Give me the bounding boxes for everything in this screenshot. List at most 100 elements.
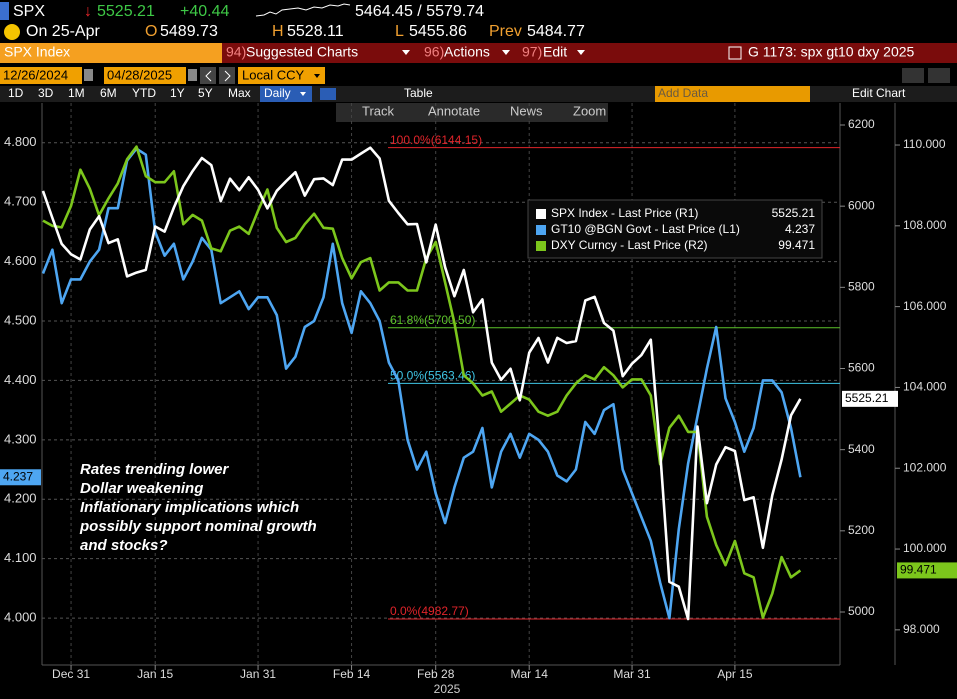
- period-button[interactable]: Max: [228, 86, 251, 100]
- legend-value: 5525.21: [772, 206, 816, 220]
- calendar-icon[interactable]: [84, 69, 93, 81]
- low-label: L: [395, 23, 404, 40]
- calendar-icon[interactable]: [188, 69, 197, 81]
- x-tick-label: Feb 14: [333, 667, 371, 681]
- high-value: 5528.11: [287, 23, 344, 40]
- last-value-box: [842, 390, 898, 407]
- tool-button[interactable]: News: [510, 103, 543, 118]
- menu-key: 96): [424, 44, 444, 60]
- dropdown-icon: [402, 50, 410, 55]
- menu-key: 94): [226, 44, 246, 60]
- annotation: possibly support nominal growth: [79, 518, 317, 535]
- retracement-label: 0.0%(4982.77): [390, 604, 469, 618]
- legend: [527, 199, 823, 259]
- currency: Local CCY: [242, 67, 304, 82]
- prev-value: 5484.77: [527, 23, 585, 40]
- y2-tick-label: 5800: [848, 280, 875, 294]
- last-value-box: [897, 562, 957, 579]
- legend-swatch: [536, 209, 546, 219]
- y-tick-label: 4.200: [4, 491, 37, 506]
- menu-button[interactable]: 97) Edit: [522, 44, 585, 60]
- legend-label: SPX Index - Last Price (R1): [551, 206, 698, 220]
- end-date: 04/28/2025: [107, 67, 172, 82]
- add-data-field[interactable]: [655, 86, 810, 102]
- line-icon[interactable]: [320, 88, 336, 100]
- y3-tick-label: 102.000: [903, 460, 947, 474]
- y-tick-label: 4.500: [4, 312, 37, 327]
- direction-arrow: ↓: [84, 3, 92, 20]
- period-button[interactable]: 6M: [100, 86, 117, 100]
- period-button[interactable]: 3D: [38, 86, 54, 100]
- last-value-label: 4.237: [3, 469, 33, 483]
- series-line: [41, 147, 802, 620]
- y-tick-label: 4.100: [4, 550, 37, 565]
- period-button[interactable]: 1D: [8, 86, 24, 100]
- redo-button[interactable]: [928, 68, 950, 83]
- retracement-label: 100.0%(6144.15): [390, 133, 482, 147]
- y3-tick-label: 106.000: [903, 299, 947, 313]
- next-button[interactable]: [219, 67, 235, 84]
- period-button[interactable]: 5Y: [198, 86, 213, 100]
- date-field[interactable]: [104, 67, 186, 84]
- retracement-label: 61.8%(5700.50): [390, 313, 475, 327]
- annotation: and stocks?: [80, 537, 168, 554]
- y3-tick-label: 100.000: [903, 541, 947, 555]
- menu-label: Actions: [444, 44, 490, 60]
- menu-button[interactable]: 96) Actions: [424, 44, 510, 60]
- period-button[interactable]: YTD: [132, 86, 156, 100]
- y3-tick-label: 98.000: [903, 622, 940, 636]
- start-date: 12/26/2024: [3, 67, 68, 82]
- tool-button[interactable]: Track: [362, 103, 395, 118]
- annotation: Rates trending lower: [80, 461, 230, 478]
- tool-button[interactable]: Annotate: [428, 103, 480, 118]
- y2-tick-label: 5000: [848, 604, 875, 618]
- x-tick-label: Apr 15: [717, 667, 753, 681]
- menu-bar: [0, 43, 957, 63]
- y-tick-label: 4.600: [4, 253, 37, 268]
- tool-button[interactable]: Zoom: [573, 103, 606, 118]
- y2-tick-label: 5200: [848, 523, 875, 537]
- x-tick-label: Mar 31: [613, 667, 651, 681]
- currency-field[interactable]: [238, 67, 325, 84]
- last-value-box: [0, 469, 41, 486]
- legend-label: DXY Curncy - Last Price (R2): [551, 238, 708, 252]
- frequency: Daily: [264, 86, 291, 100]
- y3-tick-label: 110.000: [903, 137, 946, 151]
- x-tick-label: Mar 14: [511, 667, 549, 681]
- security-field[interactable]: [0, 43, 222, 63]
- last-value-label: 5525.21: [845, 391, 889, 405]
- series-line: [41, 146, 802, 621]
- ticker-marker: [0, 2, 9, 20]
- chart-id: G 1173: spx gt10 dxy 2025: [748, 44, 915, 60]
- chart-icon: [728, 46, 742, 60]
- series-line: [42, 145, 802, 619]
- last-price: 5525.21: [97, 3, 155, 20]
- y2-tick-label: 5400: [848, 442, 875, 456]
- dropdown-icon: [314, 74, 320, 78]
- legend-swatch: [536, 241, 546, 251]
- clock-icon: [4, 24, 20, 40]
- undo-button[interactable]: [902, 68, 924, 83]
- x-tick-label: Feb 28: [417, 667, 455, 681]
- y3-tick-label: 108.000: [903, 218, 947, 232]
- price-change: +40.44: [180, 3, 229, 20]
- security: SPX Index: [4, 44, 70, 60]
- prev-button[interactable]: [200, 67, 216, 84]
- date-field[interactable]: [0, 67, 82, 84]
- y2-tick-label: 6200: [848, 117, 875, 131]
- table-button[interactable]: Table: [404, 86, 433, 100]
- y2-tick-label: 5600: [848, 361, 875, 375]
- period-button[interactable]: 1M: [68, 86, 85, 100]
- menu-button[interactable]: 94) Suggested Charts: [226, 44, 410, 60]
- open-value: 5489.73: [160, 23, 218, 40]
- y3-tick-label: 104.000: [903, 380, 947, 394]
- menu-label: Suggested Charts: [246, 44, 358, 60]
- prev-icon: [205, 70, 212, 82]
- annotation: Inflationary implications which: [80, 499, 299, 516]
- frequency-field[interactable]: [260, 86, 312, 102]
- period-button[interactable]: 1Y: [170, 86, 185, 100]
- high-label: H: [272, 23, 284, 40]
- edit-chart-button[interactable]: Edit Chart: [852, 86, 906, 100]
- open-label: O: [145, 23, 157, 40]
